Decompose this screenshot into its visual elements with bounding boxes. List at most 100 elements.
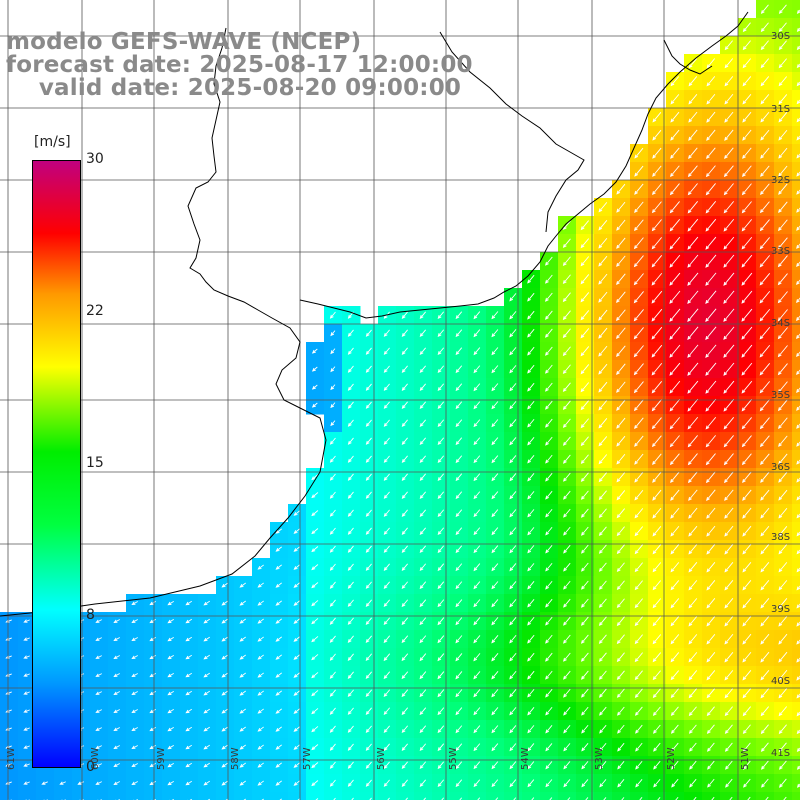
wind-arrow [634,471,644,483]
wind-arrow [598,454,608,465]
wind-arrow [598,472,607,483]
wind-arrow [706,580,716,591]
wind-arrow [563,688,571,698]
wind-arrow [311,366,318,372]
wind-direction-arrows [5,4,800,800]
wind-cell [180,792,199,800]
wind-arrow [783,796,787,800]
wind-arrow [634,508,644,519]
lat-label-33s: 33S [771,246,791,257]
wind-arrow [760,165,770,177]
wind-arrow [419,743,427,752]
wind-arrow [131,745,138,750]
wind-arrow [347,689,354,697]
wind-arrow [760,742,769,752]
wind-arrow [311,492,319,499]
wind-cell [792,18,800,37]
wind-arrow [706,93,716,105]
wind-arrow [491,455,499,464]
wind-arrow [239,744,246,750]
wind-arrow [419,437,426,445]
wind-arrow [113,709,120,713]
wind-arrow [185,654,192,660]
wind-arrow [634,526,644,537]
wind-arrow [687,416,699,430]
wind-arrow [149,709,156,714]
wind-arrow [419,329,426,338]
wind-arrow [383,671,391,680]
wind-arrow [778,417,788,430]
wind-arrow [275,690,282,696]
wind-arrow [598,255,608,267]
wind-arrow [742,129,752,141]
wind-arrow [670,471,680,483]
wind-arrow [473,365,481,374]
wind-arrow [598,291,608,303]
wind-arrow [633,381,644,394]
colorbar-tick-8: 8 [86,607,95,623]
wind-arrow [634,706,643,716]
wind-arrow [221,636,228,642]
wind-arrow [473,473,481,482]
wind-arrow [580,346,590,357]
wind-arrow [185,762,192,768]
wind-cell [792,234,800,253]
wind-arrow [401,689,409,698]
wind-arrow [387,797,390,800]
wind-arrow [581,724,589,734]
wind-arrow [742,633,752,645]
wind-arrow [616,327,626,340]
wind-arrow [741,254,753,268]
wind-cell [324,792,343,800]
wind-arrow [419,671,427,680]
wind-arrow [580,292,590,303]
wind-arrow [741,308,753,322]
wind-arrow [347,761,354,769]
wind-arrow [509,617,517,626]
wind-arrow [705,290,717,304]
wind-arrow [706,670,716,681]
wind-cell [792,594,800,613]
wind-arrow [705,471,716,484]
wind-arrow [670,129,680,141]
wind-arrow [778,580,788,591]
wind-arrow [365,365,372,373]
wind-arrow [419,689,427,698]
wind-arrow [693,796,697,800]
wind-arrow [545,382,553,392]
wind-arrow [365,437,372,445]
wind-arrow [149,619,156,624]
lat-label-40s: 40S [771,676,791,687]
wind-arrow [742,724,751,735]
wind-arrow [598,327,608,339]
wind-arrow [491,743,499,752]
wind-arrow [598,562,607,572]
wind-arrow [509,347,517,356]
wind-arrow [329,761,336,769]
wind-cell [738,792,757,800]
wind-arrow [329,725,336,733]
wind-arrow [329,635,336,643]
wind-arrow [185,600,192,606]
wind-arrow [401,473,408,481]
wind-arrow [113,727,120,731]
wind-arrow [239,780,246,786]
wind-arrow [401,311,408,319]
wind-arrow [149,745,156,750]
wind-arrow [634,688,643,699]
wind-arrow [634,435,644,447]
wind-arrow [778,651,788,663]
wind-arrow [545,743,553,752]
wind-arrow [329,599,336,607]
wind-arrow [651,344,663,358]
wind-arrow [687,272,699,286]
wind-arrow [513,797,517,800]
wind-arrow [365,509,372,517]
wind-arrow [689,742,697,752]
wind-arrow [778,201,788,213]
wind-arrow [131,781,138,786]
wind-cell [792,180,800,199]
wind-arrow [149,655,156,660]
wind-arrow [365,419,372,427]
